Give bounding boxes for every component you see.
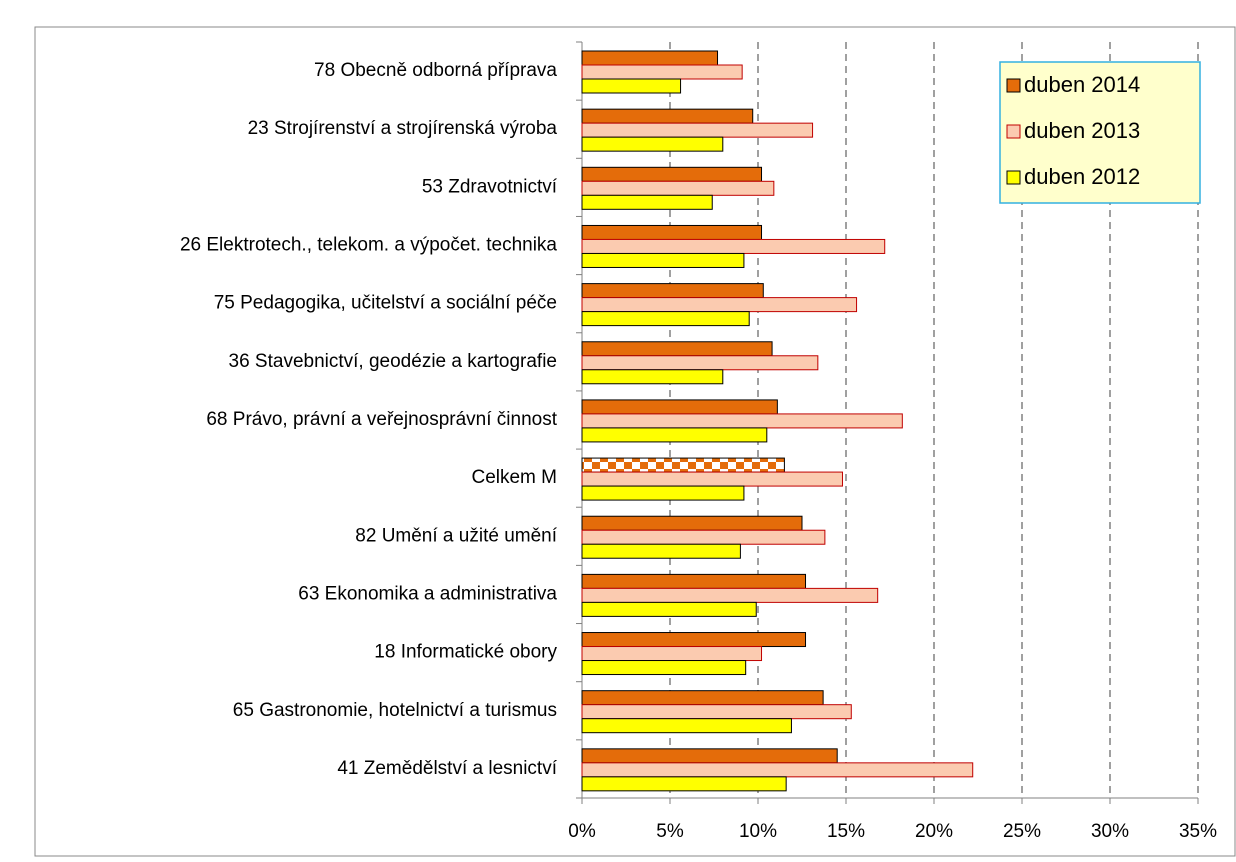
bar — [581, 485, 745, 501]
bar — [581, 355, 819, 371]
y-tick-label: Celkem M — [471, 467, 557, 488]
legend-label: duben 2014 — [1024, 72, 1140, 97]
bar — [581, 573, 807, 589]
bar — [581, 413, 903, 429]
bar — [581, 311, 750, 327]
y-tick-label: 78 Obecně odborná příprava — [314, 60, 557, 81]
bar — [581, 632, 807, 648]
x-tick-label: 25% — [1003, 821, 1041, 842]
bar — [581, 180, 775, 196]
bar — [581, 283, 764, 299]
y-tick-label: 63 Ekonomika a administrativa — [298, 583, 557, 604]
chart-frame — [34, 26, 1236, 857]
bar — [581, 369, 724, 385]
legend-swatch — [1006, 78, 1021, 93]
bar — [581, 252, 745, 268]
y-tick-label: 75 Pedagogika, učitelství a sociální péč… — [214, 293, 557, 314]
y-tick-label: 68 Právo, právní a veřejnosprávní činnos… — [206, 409, 557, 430]
bar — [581, 515, 803, 531]
x-tick-label: 5% — [656, 821, 684, 842]
x-tick-label: 15% — [827, 821, 865, 842]
y-tick-label: 36 Stavebnictví, geodézie a kartografie — [229, 351, 557, 372]
bar — [581, 194, 713, 210]
y-tick-label: 18 Informatické obory — [374, 642, 557, 663]
bar — [581, 224, 763, 240]
legend-label: duben 2013 — [1024, 118, 1140, 143]
bar — [581, 748, 838, 764]
bar — [581, 543, 741, 559]
legend-swatch — [1006, 170, 1021, 185]
bar — [581, 646, 763, 662]
bar — [581, 238, 886, 254]
bar — [581, 341, 773, 357]
bar — [581, 50, 719, 66]
bar — [581, 601, 757, 617]
y-tick-label: 41 Zemědělství a lesnictví — [337, 758, 557, 779]
bar — [581, 457, 785, 473]
bar — [581, 166, 763, 182]
legend-swatch — [1006, 124, 1021, 139]
bar — [581, 78, 682, 94]
bar — [581, 587, 879, 603]
bar — [581, 64, 743, 80]
bar — [581, 660, 747, 676]
bar — [581, 136, 724, 152]
y-tick-label: 82 Umění a užité umění — [355, 525, 557, 546]
bar — [581, 718, 792, 734]
y-tick-label: 26 Elektrotech., telekom. a výpočet. tec… — [180, 235, 557, 256]
bar — [581, 776, 787, 792]
x-tick-label: 20% — [915, 821, 953, 842]
bar — [581, 108, 754, 124]
bar — [581, 427, 768, 443]
legend-box — [999, 61, 1201, 204]
x-tick-label: 0% — [568, 821, 596, 842]
bar — [581, 529, 826, 545]
bar — [581, 762, 974, 778]
bar — [581, 690, 824, 706]
bar — [581, 122, 814, 138]
y-tick-label: 53 Zdravotnictví — [422, 176, 558, 197]
x-tick-label: 10% — [739, 821, 777, 842]
y-tick-label: 23 Strojírenství a strojírenská výroba — [248, 118, 558, 139]
y-tick-label: 65 Gastronomie, hotelnictví a turismus — [233, 700, 557, 721]
bar — [581, 399, 778, 415]
x-tick-label: 35% — [1179, 821, 1217, 842]
bar — [581, 704, 852, 720]
bar — [581, 471, 843, 487]
legend-label: duben 2012 — [1024, 164, 1140, 189]
x-tick-label: 30% — [1091, 821, 1129, 842]
bar — [581, 297, 858, 313]
